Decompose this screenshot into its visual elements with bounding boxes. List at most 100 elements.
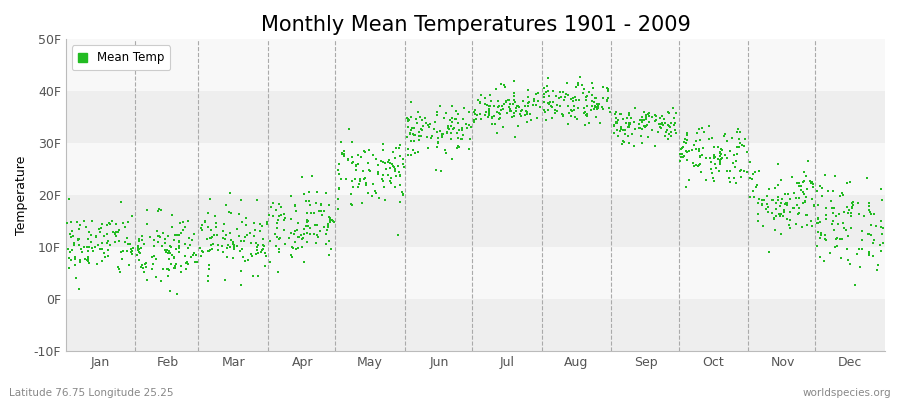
Point [313,227,328,234]
Point [94,228,108,235]
Point [806,202,821,209]
Point [332,171,347,178]
Point [572,74,587,80]
Point [92,226,106,232]
Point [204,227,219,234]
Point [778,191,792,198]
Point [256,241,271,248]
Point [256,245,271,252]
Point [203,246,218,253]
Point [714,151,728,157]
Point [864,232,878,238]
Point [499,84,513,90]
Point [102,219,116,226]
Point [840,180,854,186]
Point [124,248,139,255]
Point [537,91,552,98]
Point [444,136,458,142]
Point [446,126,460,132]
Point [137,241,151,248]
Point [322,213,337,220]
Point [466,118,481,125]
Point [724,178,738,185]
Point [759,206,773,212]
Point [338,153,352,160]
Point [654,120,669,126]
Point [861,206,876,213]
Point [307,210,321,216]
Point [204,233,219,240]
Point [567,102,581,109]
Point [135,262,149,268]
Point [639,123,653,129]
Point [108,239,122,245]
Point [228,244,242,250]
Point [222,244,237,250]
Bar [66,299,885,351]
Point [463,136,477,142]
Point [874,186,888,192]
Point [586,85,600,92]
Point [347,176,362,182]
Point [250,242,265,248]
Point [72,236,86,242]
Point [825,210,840,216]
Point [319,190,333,196]
Point [769,200,783,206]
Point [862,200,877,206]
Point [187,250,202,256]
Point [507,78,521,84]
Point [100,231,114,237]
Point [707,154,722,161]
Point [661,109,675,116]
Point [520,111,535,118]
Point [250,273,265,279]
Point [358,149,373,156]
Point [662,110,676,116]
Point [116,220,130,227]
Point [372,195,386,201]
Point [208,213,222,219]
Point [707,178,722,184]
Point [585,91,599,98]
Point [382,165,397,171]
Point [792,205,806,211]
Point [112,227,126,233]
Point [159,249,174,255]
Point [139,263,153,270]
Point [166,264,181,271]
Point [337,148,351,154]
Point [817,258,832,264]
Point [336,150,350,156]
Point [743,159,758,165]
Point [158,239,173,246]
Point [284,216,298,222]
Point [755,197,770,203]
Point [821,187,835,194]
Point [792,195,806,202]
Point [740,149,754,155]
Point [639,114,653,120]
Point [842,207,856,213]
Point [82,260,96,267]
Point [757,197,771,204]
Point [491,98,505,104]
Point [538,117,553,123]
Point [395,161,410,168]
Point [445,102,459,109]
Point [482,106,496,112]
Point [788,190,802,196]
Point [161,273,176,280]
Point [714,146,728,152]
Point [201,248,215,255]
Point [739,169,753,176]
Point [845,204,859,210]
Point [607,122,621,129]
Point [552,95,566,101]
Point [403,114,418,121]
Point [654,120,669,127]
Point [166,252,180,258]
Point [755,201,770,208]
Point [120,248,134,254]
Point [64,218,78,225]
